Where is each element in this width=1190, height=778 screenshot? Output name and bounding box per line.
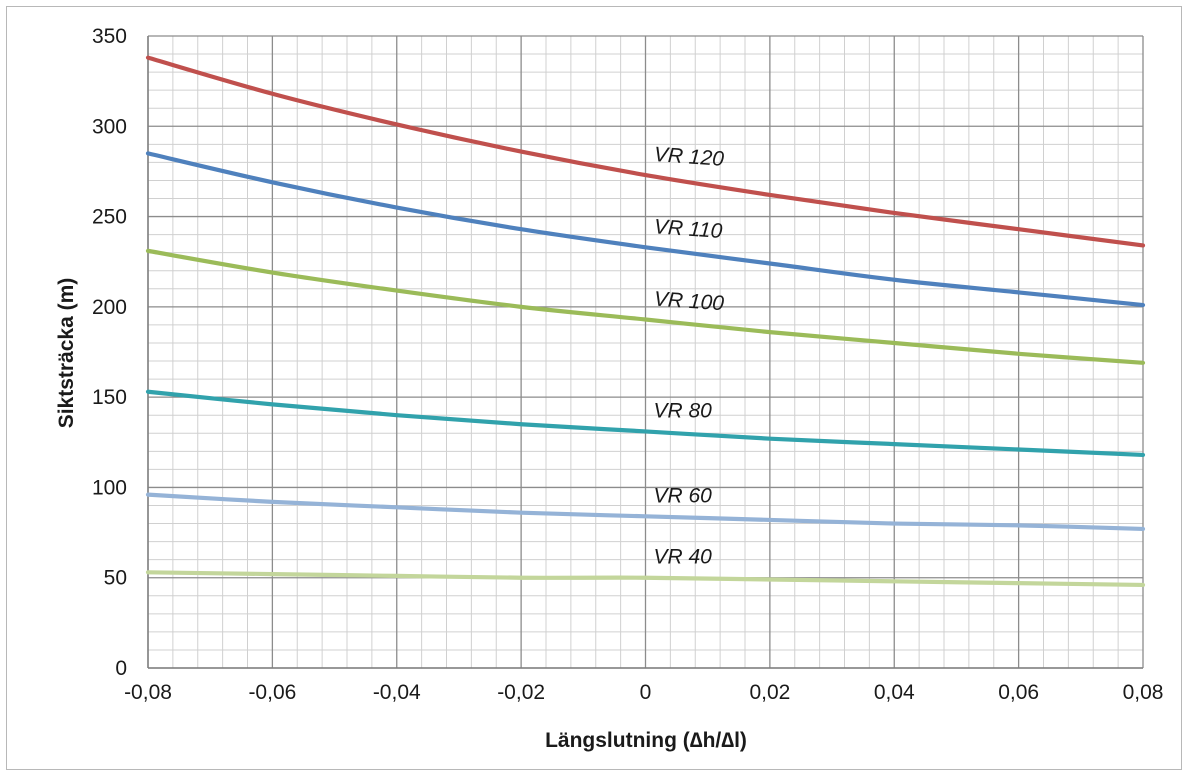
series-labels: VR 120 VR 110 VR 100 VR 80 VR 60 VR 40 [653, 143, 725, 569]
chart-frame [6, 6, 1182, 770]
series-line-vr-40 [145, 570, 1146, 588]
y-tick-label: 50 [104, 567, 127, 590]
x-axis-title: Längslutning (∆h/∆l) [545, 729, 747, 752]
x-tick-label: 0,04 [874, 681, 915, 704]
y-tick-label: 300 [92, 115, 127, 138]
series-label-vr-80: VR 80 [654, 399, 713, 422]
y-tick-label: 250 [92, 206, 127, 229]
x-axis-ticks: -0,08 -0,06 -0,04 -0,02 0 0,02 0,04 0,06 0,08 [124, 681, 1163, 704]
series-line-vr-110 [145, 151, 1146, 308]
series-label-vr-40: VR 40 [654, 546, 713, 569]
x-tick-label: 0,06 [998, 681, 1039, 704]
y-tick-label: 100 [92, 476, 127, 499]
x-tick-label: -0,04 [373, 681, 421, 704]
series-line-vr-80 [145, 389, 1146, 458]
series-label-vr-60: VR 60 [654, 484, 713, 507]
axes [147, 36, 1143, 669]
x-tick-label: -0,02 [497, 681, 545, 704]
y-axis-title: Siktsträcka (m) [55, 278, 78, 429]
series-line-vr-120 [145, 55, 1146, 248]
y-axis-ticks: 0 50 100 150 200 250 300 350 [92, 25, 127, 680]
series-line-vr-100 [145, 248, 1146, 365]
x-tick-label: -0,06 [248, 681, 296, 704]
x-tick-label: -0,08 [124, 681, 172, 704]
series-label-vr-120: VR 120 [653, 143, 725, 171]
x-tick-label: 0,02 [749, 681, 790, 704]
y-tick-label: 200 [92, 296, 127, 319]
series-label-vr-100: VR 100 [653, 288, 725, 316]
x-tick-label: 0 [640, 681, 652, 704]
series-lines [145, 55, 1146, 588]
series-label-vr-110: VR 110 [653, 215, 723, 243]
y-tick-label: 0 [115, 657, 127, 680]
y-tick-label: 350 [92, 25, 127, 48]
x-tick-label: 0,08 [1123, 681, 1164, 704]
series-line-vr-60 [145, 492, 1146, 532]
y-tick-label: 150 [92, 386, 127, 409]
